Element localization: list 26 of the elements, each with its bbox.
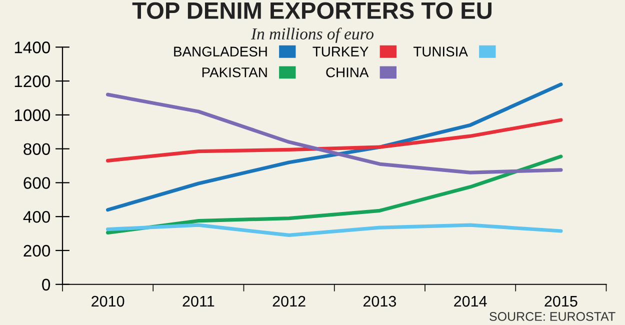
y-tick-label: 1200 [14, 75, 50, 88]
line-series [106, 118, 563, 162]
legend-label: TUNISIA [413, 46, 468, 56]
chart-title: TOP DENIM EXPORTERS TO EU [132, 2, 492, 19]
legend-label: PAKISTAN [202, 67, 267, 78]
legend-label: CHINA [326, 67, 369, 78]
x-tick-label: 2014 [454, 296, 487, 307]
y-tick-label: 1400 [14, 42, 50, 54]
x-tick-label: 2013 [363, 296, 396, 307]
y-tick-label: 0 [42, 278, 50, 291]
legend-label: BANGLADESH [174, 46, 267, 56]
x-tick-label: 2010 [92, 296, 124, 307]
y-tick-label: 600 [24, 177, 50, 189]
x-tick-label: 2015 [544, 296, 578, 307]
chart-subtitle: In millions of euro [250, 28, 374, 43]
source-note: SOURCE: EUROSTAT [490, 312, 616, 321]
y-tick-label: 400 [23, 210, 50, 223]
line-series [106, 223, 563, 238]
x-tick-label: 2012 [272, 296, 306, 307]
x-tick-label: 2011 [182, 296, 214, 307]
y-tick-label: 1000 [14, 109, 50, 122]
line-series [106, 92, 563, 174]
line-series [106, 82, 563, 212]
legend-label: TURKEY [312, 46, 368, 56]
y-tick-label: 800 [24, 143, 50, 156]
y-tick-label: 200 [24, 244, 50, 257]
